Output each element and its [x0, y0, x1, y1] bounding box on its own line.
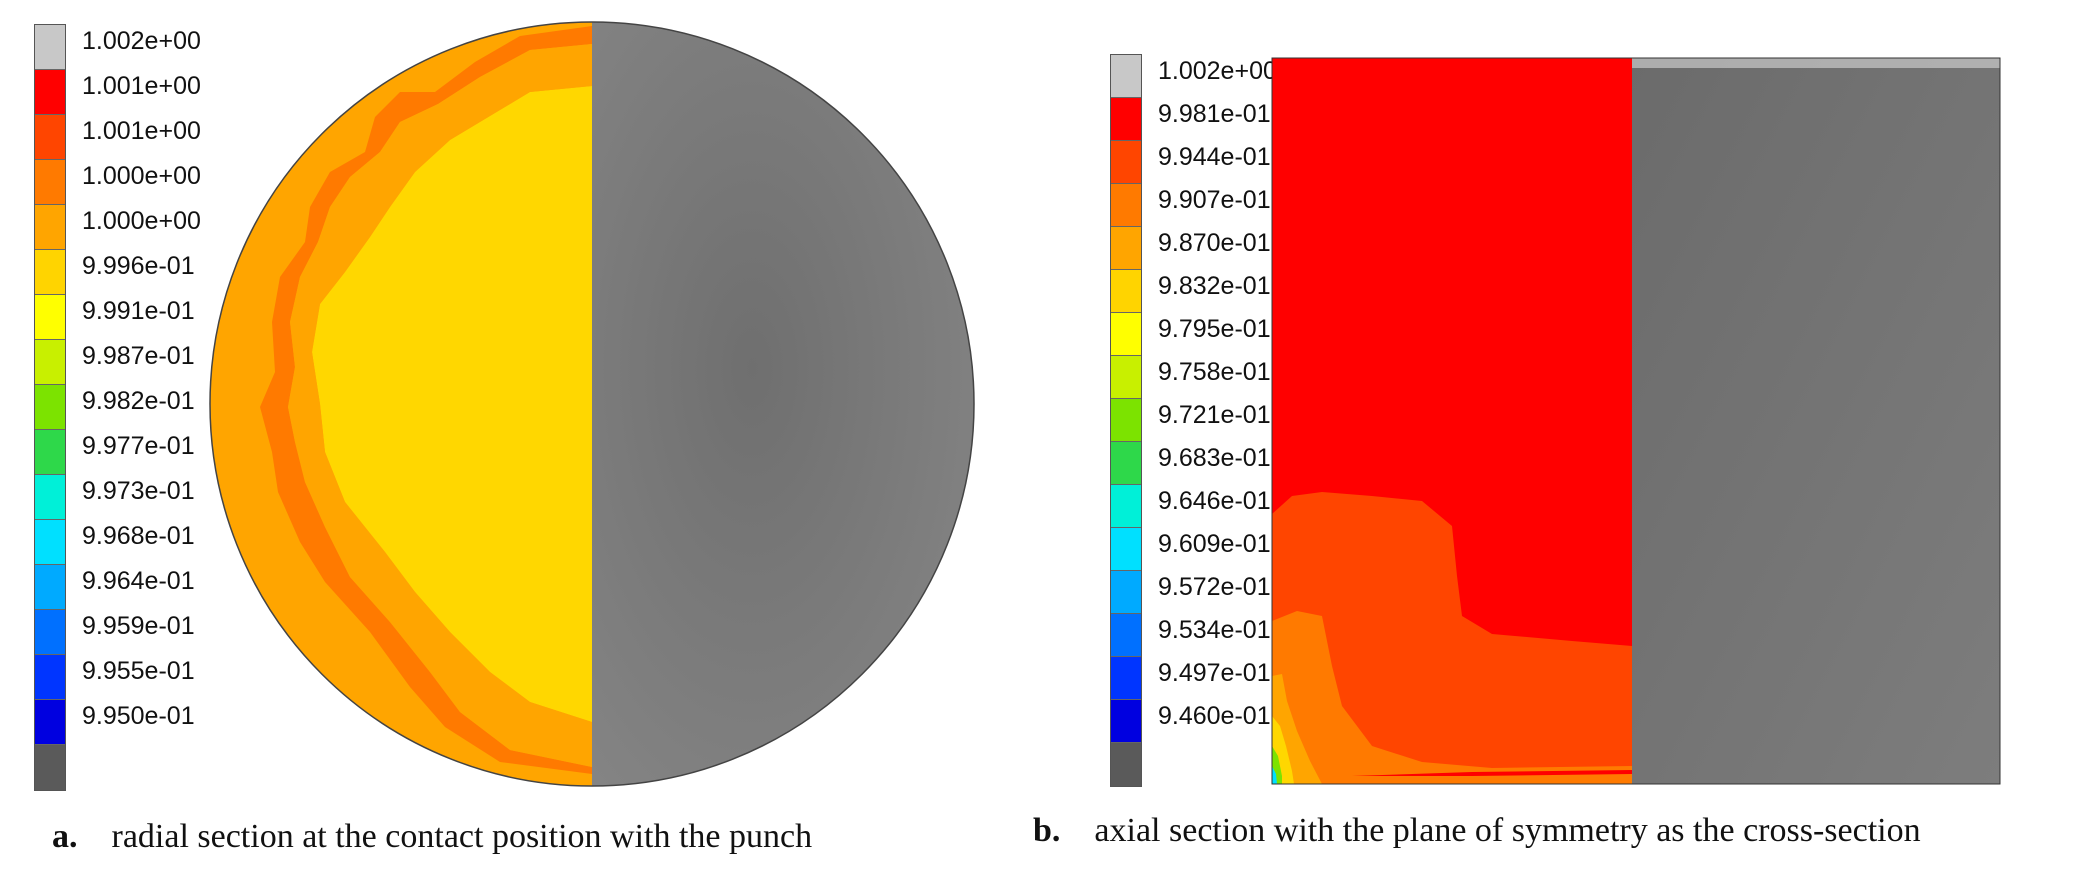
legend-swatch: [35, 385, 65, 430]
legend-label: 9.907e-01: [1158, 186, 1271, 214]
legend-label: 9.832e-01: [1158, 272, 1271, 300]
legend-label: 9.982e-01: [82, 387, 195, 415]
legend-label: 9.955e-01: [82, 657, 195, 685]
legend-label: 9.996e-01: [82, 252, 195, 280]
legend-label: 9.460e-01: [1158, 702, 1271, 730]
legend-swatch: [1111, 657, 1141, 700]
contour-band-cyan: [1272, 766, 1277, 784]
legend-label: 9.991e-01: [82, 297, 195, 325]
legend-swatch: [35, 295, 65, 340]
legend-swatch: [1111, 700, 1141, 743]
contour-band-yellow: [312, 86, 592, 722]
legend-swatch: [35, 205, 65, 250]
legend-swatch: [1111, 442, 1141, 485]
legend-swatch: [35, 475, 65, 520]
legend-label: 1.002e+00: [1158, 57, 1277, 85]
legend-label: 9.968e-01: [82, 522, 195, 550]
legend-a-colorbar: [34, 24, 66, 791]
legend-label: 9.950e-01: [82, 702, 195, 730]
legend-label: 9.497e-01: [1158, 659, 1271, 687]
caption-b-text: axial section with the plane of symmetry…: [1094, 812, 1921, 849]
legend-swatch: [1111, 571, 1141, 614]
legend-swatch: [35, 250, 65, 295]
legend-swatch: [35, 610, 65, 655]
legend-label: 9.973e-01: [82, 477, 195, 505]
caption-a-letter: a.: [52, 818, 78, 855]
legend-swatch: [1111, 313, 1141, 356]
legend-label: 1.001e+00: [82, 72, 201, 100]
contour-band-amber-top: [288, 44, 592, 767]
contour-sliver: [1352, 770, 1632, 776]
legend-b-colorbar: [1110, 54, 1142, 787]
legend-swatch: [1111, 227, 1141, 270]
legend-label: 9.964e-01: [82, 567, 195, 595]
legend-label: 9.758e-01: [1158, 358, 1271, 386]
axial-section-figure: [1271, 57, 2001, 785]
legend-label: 1.000e+00: [82, 162, 201, 190]
caption-b-letter: b.: [1033, 812, 1061, 849]
legend-swatch: [1111, 528, 1141, 571]
legend-label: 9.683e-01: [1158, 444, 1271, 472]
legend-swatch: [1111, 98, 1141, 141]
legend-swatch: [35, 70, 65, 115]
legend-label: 1.000e+00: [82, 207, 201, 235]
legend-swatch: [35, 655, 65, 700]
legend-swatch: [1111, 614, 1141, 657]
legend-label: 9.977e-01: [82, 432, 195, 460]
legend-swatch: [35, 745, 65, 790]
contour-band-orange-red: [1272, 492, 1632, 784]
legend-swatch: [35, 160, 65, 205]
legend-swatch: [35, 430, 65, 475]
legend-swatch: [35, 340, 65, 385]
legend-swatch: [1111, 356, 1141, 399]
legend-swatch: [1111, 485, 1141, 528]
gray-undeformed-half: [1632, 58, 2000, 784]
legend-swatch: [35, 115, 65, 160]
caption-a: a. radial section at the contact position…: [52, 818, 812, 856]
legend-swatch: [1111, 184, 1141, 227]
legend-label: 9.981e-01: [1158, 100, 1271, 128]
legend-label: 9.987e-01: [82, 342, 195, 370]
legend-label: 9.870e-01: [1158, 229, 1271, 257]
legend-label: 9.795e-01: [1158, 315, 1271, 343]
legend-label: 9.534e-01: [1158, 616, 1271, 644]
legend-swatch: [35, 700, 65, 745]
legend-swatch: [1111, 743, 1141, 786]
caption-b: b. axial section with the plane of symmet…: [1033, 812, 1921, 850]
legend-swatch: [1111, 399, 1141, 442]
legend-swatch: [1111, 141, 1141, 184]
legend-swatch: [35, 25, 65, 70]
legend-label: 9.609e-01: [1158, 530, 1271, 558]
radial-section-figure: [209, 21, 975, 787]
gray-undeformed-half: [592, 22, 974, 786]
legend-label: 9.572e-01: [1158, 573, 1271, 601]
legend-label: 9.721e-01: [1158, 401, 1271, 429]
legend-label: 1.002e+00: [82, 27, 201, 55]
contour-band-orange-inner: [260, 26, 592, 774]
legend-swatch: [35, 565, 65, 610]
legend-swatch: [1111, 55, 1141, 98]
legend-label: 9.959e-01: [82, 612, 195, 640]
legend-label: 1.001e+00: [82, 117, 201, 145]
caption-a-text: radial section at the contact position w…: [111, 818, 813, 855]
legend-swatch: [35, 520, 65, 565]
legend-swatch: [1111, 270, 1141, 313]
legend-label: 9.646e-01: [1158, 487, 1271, 515]
contour-band-orange: [1272, 611, 1632, 784]
legend-label: 9.944e-01: [1158, 143, 1271, 171]
